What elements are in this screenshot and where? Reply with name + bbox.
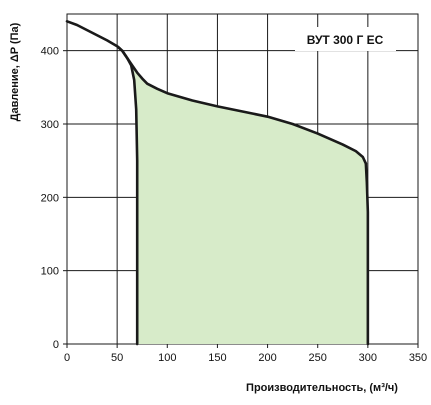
y-tick-label-0: 0 xyxy=(53,339,59,351)
x-tick-label-300: 300 xyxy=(359,352,377,364)
x-tick-label-50: 50 xyxy=(111,352,123,364)
y-tick-label-400: 400 xyxy=(41,46,59,58)
title-box xyxy=(295,27,396,51)
right-edge-line xyxy=(364,162,370,346)
title-group: ВУТ 300 Г ЕС xyxy=(295,27,396,51)
tick-layer: 0 50 100 150 200 250 300 350 0 100 200 300 400 xyxy=(41,46,428,364)
x-tick-label-150: 150 xyxy=(208,352,226,364)
x-tick-label-0: 0 xyxy=(64,352,70,364)
y-tick-label-100: 100 xyxy=(41,266,59,278)
x-tick-label-100: 100 xyxy=(158,352,176,364)
upper-curve-line xyxy=(65,20,368,165)
lower-left-curve-line xyxy=(116,45,139,346)
operating-area-fill xyxy=(122,50,368,345)
x-tick-label-200: 200 xyxy=(258,352,276,364)
y-tick-label-200: 200 xyxy=(41,192,59,204)
y-tick-label-300: 300 xyxy=(41,119,59,131)
y-axis-label: Давление, ΔP (Па) xyxy=(9,22,21,121)
x-tick-label-250: 250 xyxy=(309,352,327,364)
x-axis-label: Производительность, (м³/ч) xyxy=(246,382,398,394)
chart-title: ВУТ 300 Г ЕС xyxy=(307,33,384,47)
x-tick-label-350: 350 xyxy=(409,352,427,364)
